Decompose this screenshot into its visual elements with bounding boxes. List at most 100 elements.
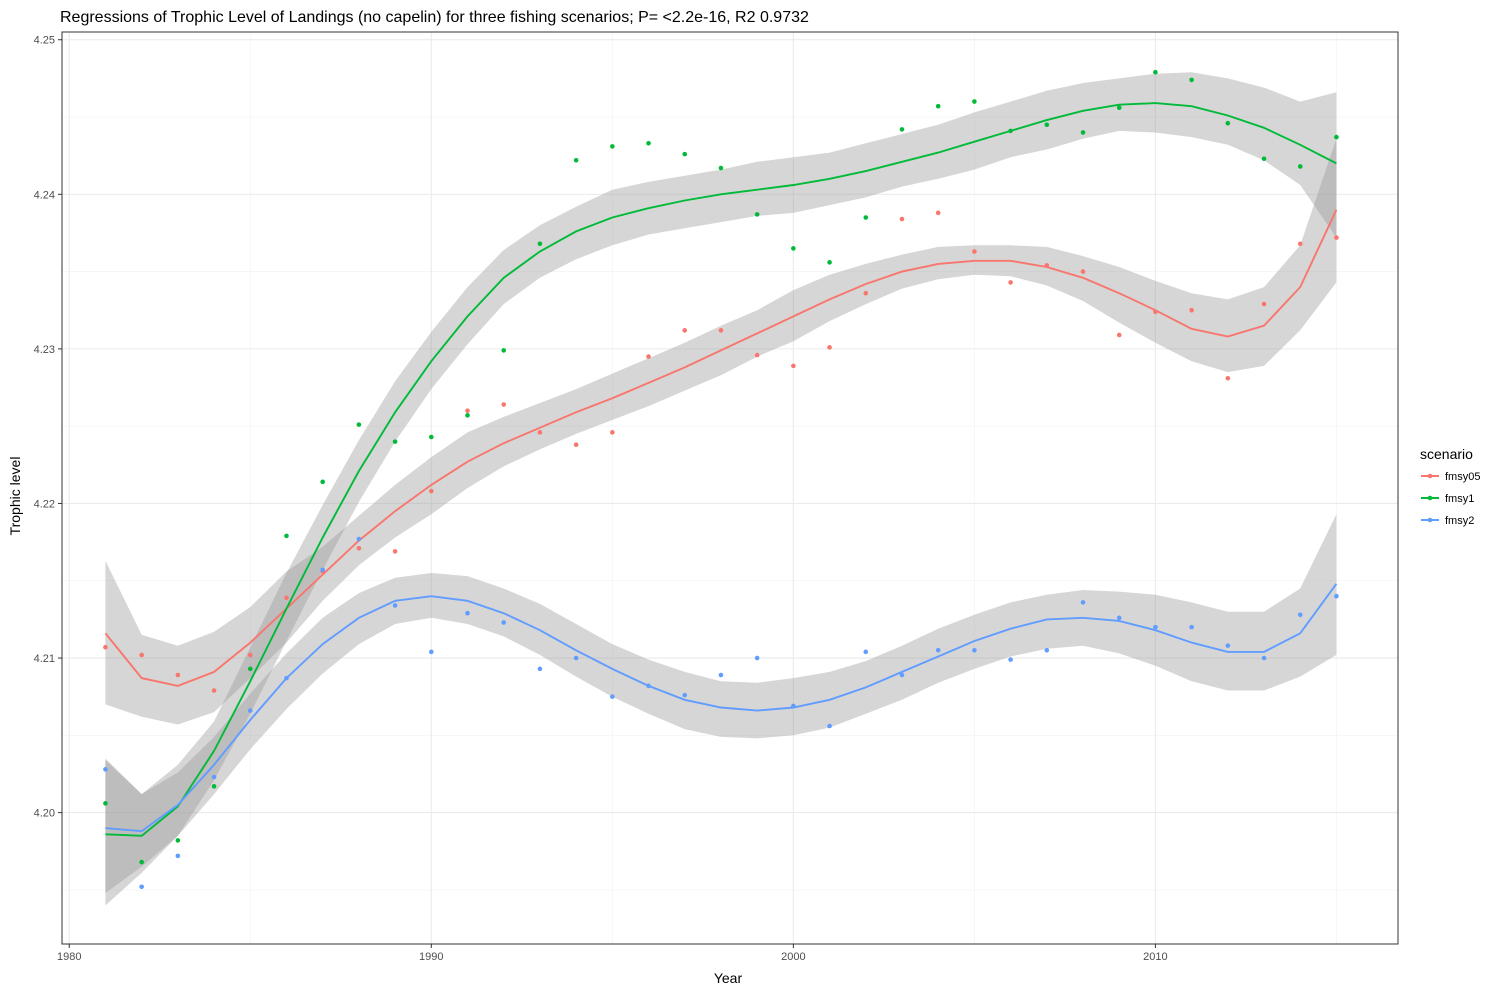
data-point-fmsy2 xyxy=(827,723,832,729)
data-point-fmsy2 xyxy=(1261,655,1267,661)
data-point-fmsy1 xyxy=(935,103,941,109)
data-point-fmsy05 xyxy=(1153,309,1158,315)
fit-line-fmsy1 xyxy=(105,102,1337,837)
y-axis-title: Trophic level xyxy=(7,457,23,536)
data-point-fmsy1 xyxy=(1153,69,1158,75)
data-point-fmsy05 xyxy=(1044,263,1050,268)
data-point-fmsy1 xyxy=(1044,122,1050,128)
y-axis: 4.20 4.21 4.22 4.23 4.24 4.25 xyxy=(34,35,62,820)
confidence-band-fmsy1 xyxy=(105,72,1337,906)
data-points xyxy=(103,69,1339,890)
data-point-fmsy05 xyxy=(1080,269,1086,274)
data-point-fmsy05 xyxy=(211,688,217,693)
x-tick-label: 1990 xyxy=(419,951,443,963)
data-point-fmsy05 xyxy=(899,216,905,222)
y-tick-label: 4.20 xyxy=(34,808,55,820)
data-point-fmsy2 xyxy=(175,853,181,859)
x-tick-label: 2000 xyxy=(781,951,805,963)
data-point-fmsy1 xyxy=(429,434,434,440)
data-point-fmsy1 xyxy=(1225,120,1231,126)
data-point-fmsy2 xyxy=(1189,624,1194,630)
data-point-fmsy2 xyxy=(1080,600,1086,605)
data-point-fmsy1 xyxy=(682,151,688,157)
data-point-fmsy1 xyxy=(465,413,470,418)
data-point-fmsy1 xyxy=(139,859,144,865)
data-point-fmsy1 xyxy=(791,246,796,251)
data-point-fmsy05 xyxy=(972,249,977,254)
data-point-fmsy05 xyxy=(465,408,470,414)
data-point-fmsy05 xyxy=(392,549,398,554)
data-point-fmsy2 xyxy=(247,708,253,713)
y-tick-label: 4.24 xyxy=(34,189,55,201)
data-point-fmsy2 xyxy=(718,672,724,678)
data-point-fmsy1 xyxy=(863,215,869,220)
data-point-fmsy05 xyxy=(573,442,579,448)
legend-key-point-fmsy2 xyxy=(1427,517,1433,523)
data-point-fmsy1 xyxy=(247,666,253,672)
data-point-fmsy1 xyxy=(356,422,362,427)
data-point-fmsy1 xyxy=(573,157,579,163)
legend-label-fmsy1: fmsy1 xyxy=(1445,493,1474,505)
data-point-fmsy2 xyxy=(1225,643,1231,648)
data-point-fmsy2 xyxy=(501,620,507,625)
y-tick-label: 4.25 xyxy=(34,35,55,47)
data-point-fmsy05 xyxy=(175,672,181,678)
data-point-fmsy1 xyxy=(899,127,905,132)
data-point-fmsy1 xyxy=(718,165,724,171)
data-point-fmsy2 xyxy=(103,767,108,772)
data-point-fmsy05 xyxy=(537,430,543,435)
data-point-fmsy1 xyxy=(646,140,651,146)
data-point-fmsy1 xyxy=(284,533,289,539)
data-point-fmsy2 xyxy=(320,567,325,573)
x-tick-label: 2010 xyxy=(1143,951,1167,963)
fit-line-fmsy2 xyxy=(105,583,1338,833)
legend-title: scenario xyxy=(1420,446,1473,462)
x-tick-label: 1980 xyxy=(57,951,81,963)
data-point-fmsy1 xyxy=(103,801,108,806)
data-point-fmsy1 xyxy=(1334,134,1339,140)
data-point-fmsy2 xyxy=(465,610,470,616)
data-point-fmsy05 xyxy=(1225,375,1231,381)
y-tick-label: 4.21 xyxy=(34,653,55,665)
confidence-band-fmsy2 xyxy=(105,514,1337,893)
data-point-fmsy05 xyxy=(682,328,688,333)
data-point-fmsy2 xyxy=(863,649,869,655)
data-point-fmsy2 xyxy=(646,683,651,689)
data-point-fmsy2 xyxy=(537,666,543,672)
data-point-fmsy05 xyxy=(791,363,796,369)
data-point-fmsy1 xyxy=(1080,130,1086,135)
data-point-fmsy05 xyxy=(754,352,760,358)
legend-label-fmsy2: fmsy2 xyxy=(1445,515,1474,527)
data-point-fmsy2 xyxy=(972,648,977,653)
data-point-fmsy05 xyxy=(139,652,144,658)
data-point-fmsy2 xyxy=(1334,593,1339,599)
x-axis-title: Year xyxy=(714,970,743,986)
data-point-fmsy2 xyxy=(1297,612,1303,618)
data-point-fmsy2 xyxy=(899,672,905,678)
data-point-fmsy1 xyxy=(537,241,543,247)
data-point-fmsy05 xyxy=(863,290,869,296)
legend-key-point-fmsy05 xyxy=(1427,473,1433,479)
confidence-bands xyxy=(105,72,1337,906)
data-point-fmsy2 xyxy=(1008,657,1013,662)
data-point-fmsy1 xyxy=(320,479,325,485)
data-point-fmsy05 xyxy=(646,354,651,359)
data-point-fmsy1 xyxy=(827,260,832,265)
legend-label-fmsy05: fmsy05 xyxy=(1445,471,1480,483)
grid xyxy=(62,32,1398,944)
data-point-fmsy05 xyxy=(429,488,434,494)
data-point-fmsy05 xyxy=(103,644,108,650)
data-point-fmsy05 xyxy=(247,652,253,658)
data-point-fmsy05 xyxy=(1334,235,1339,240)
data-point-fmsy2 xyxy=(139,884,144,890)
data-point-fmsy1 xyxy=(175,838,181,843)
data-point-fmsy2 xyxy=(754,655,760,661)
y-tick-label: 4.22 xyxy=(34,498,55,510)
data-point-fmsy05 xyxy=(827,345,832,350)
panel-border xyxy=(61,31,1399,945)
fit-line-fmsy05 xyxy=(104,209,1338,687)
data-point-fmsy05 xyxy=(935,210,941,216)
data-point-fmsy05 xyxy=(284,595,289,601)
data-point-fmsy2 xyxy=(356,536,362,542)
